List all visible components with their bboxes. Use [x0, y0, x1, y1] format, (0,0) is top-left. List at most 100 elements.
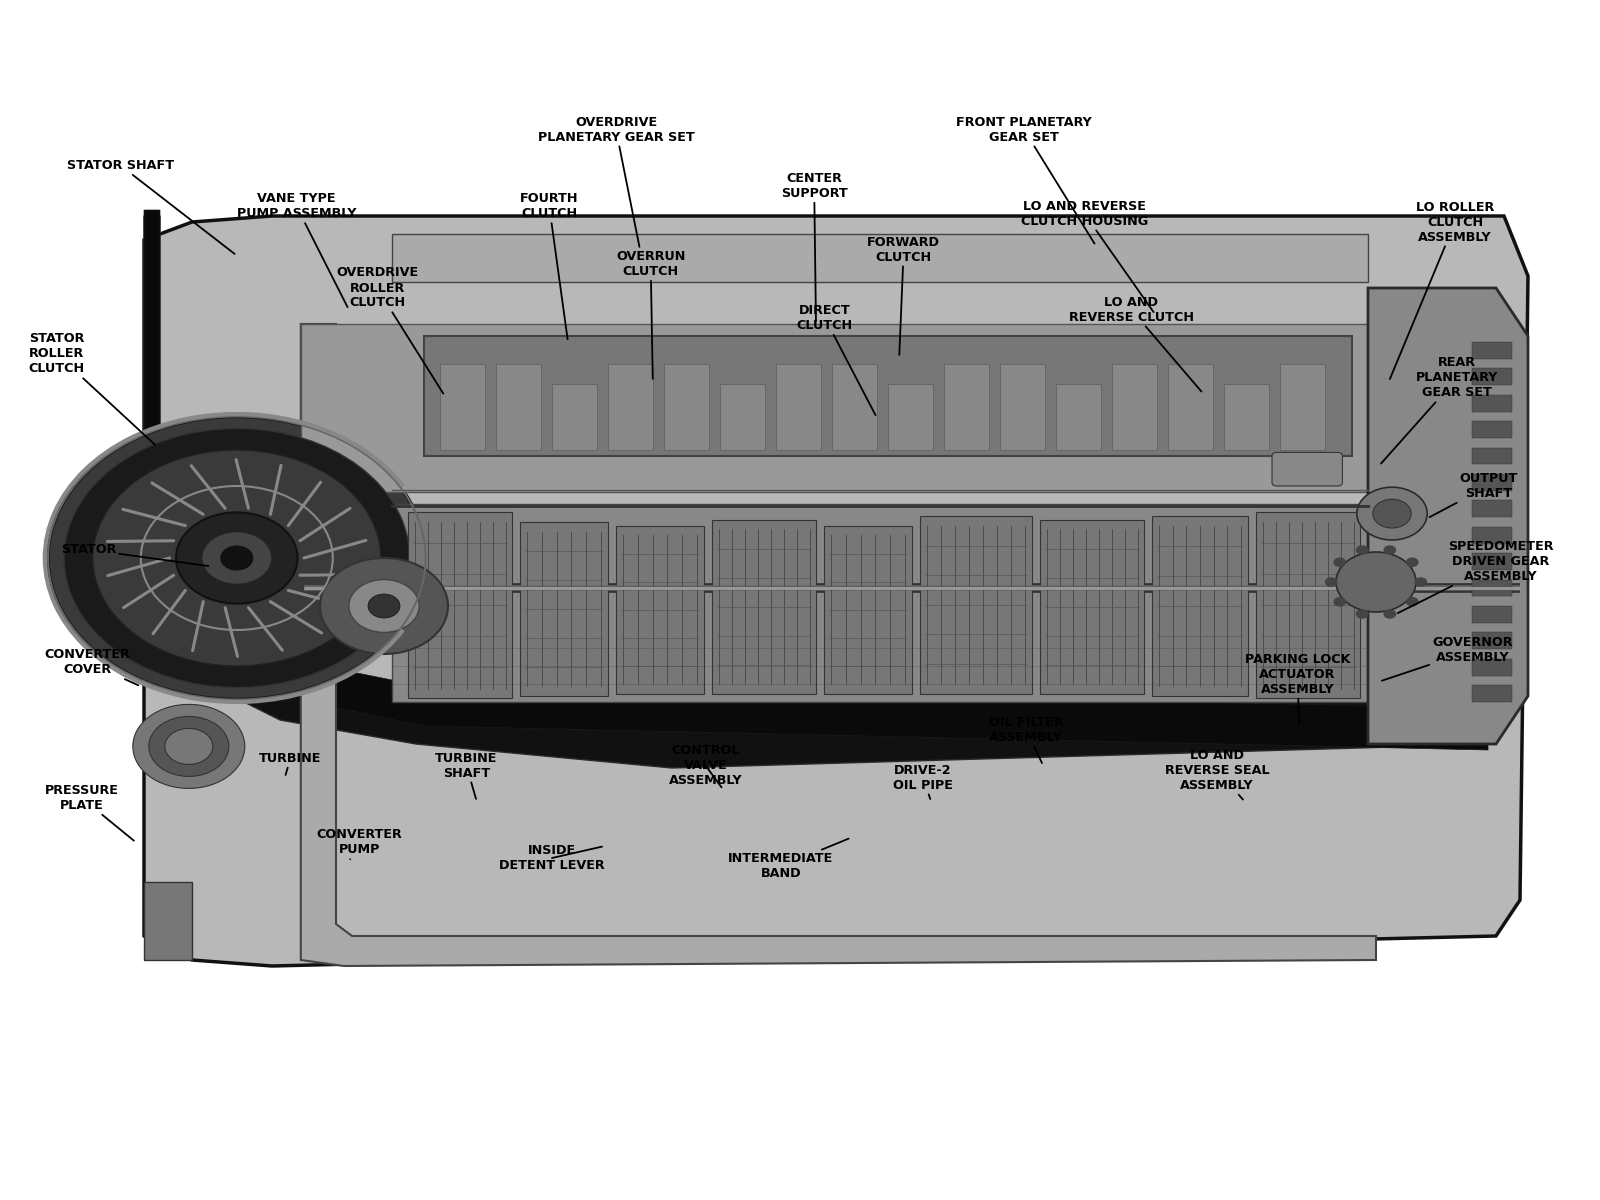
Circle shape	[349, 580, 419, 632]
Circle shape	[320, 558, 448, 654]
Bar	[520, 522, 608, 696]
Bar	[496, 364, 541, 450]
Bar	[1112, 364, 1157, 450]
Text: FOURTH
CLUTCH: FOURTH CLUTCH	[520, 192, 579, 340]
Text: REAR
PLANETARY
GEAR SET: REAR PLANETARY GEAR SET	[1381, 356, 1498, 463]
Bar	[1472, 527, 1512, 544]
FancyBboxPatch shape	[1272, 452, 1342, 486]
Polygon shape	[301, 324, 1376, 966]
Bar	[1472, 421, 1512, 438]
Bar	[1472, 395, 1512, 412]
Bar	[1472, 632, 1512, 649]
Circle shape	[176, 512, 298, 604]
Bar	[920, 516, 1032, 694]
Polygon shape	[144, 210, 1488, 750]
Circle shape	[1357, 487, 1427, 540]
Bar	[301, 324, 1421, 492]
Bar	[888, 384, 933, 450]
Bar	[720, 384, 765, 450]
Bar	[1152, 516, 1248, 696]
Text: LO AND REVERSE
CLUTCH HOUSING: LO AND REVERSE CLUTCH HOUSING	[1021, 199, 1154, 312]
Text: PARKING LOCK
ACTUATOR
ASSEMBLY: PARKING LOCK ACTUATOR ASSEMBLY	[1245, 653, 1350, 724]
Bar	[1472, 659, 1512, 676]
Bar	[1472, 368, 1512, 385]
Bar	[424, 336, 1352, 456]
Bar	[1472, 553, 1512, 570]
Text: OVERDRIVE
PLANETARY GEAR SET: OVERDRIVE PLANETARY GEAR SET	[538, 115, 694, 247]
Circle shape	[149, 716, 229, 776]
Text: LO AND
REVERSE SEAL
ASSEMBLY: LO AND REVERSE SEAL ASSEMBLY	[1165, 749, 1269, 799]
Text: DRIVE-2
OIL PIPE: DRIVE-2 OIL PIPE	[893, 763, 952, 799]
Circle shape	[133, 704, 245, 788]
Text: STATOR SHAFT: STATOR SHAFT	[67, 160, 235, 254]
Bar	[392, 504, 1424, 702]
Bar	[1256, 512, 1360, 698]
Circle shape	[1336, 552, 1416, 612]
Bar	[552, 384, 597, 450]
Bar	[712, 520, 816, 694]
Bar	[1168, 364, 1213, 450]
Circle shape	[1333, 596, 1346, 606]
Circle shape	[1355, 610, 1368, 619]
Text: SPEEDOMETER
DRIVEN GEAR
ASSEMBLY: SPEEDOMETER DRIVEN GEAR ASSEMBLY	[1398, 540, 1554, 613]
Polygon shape	[144, 216, 1528, 966]
Polygon shape	[144, 216, 1496, 768]
Text: OUTPUT
SHAFT: OUTPUT SHAFT	[1430, 472, 1517, 517]
Circle shape	[1406, 558, 1419, 568]
Bar	[1224, 384, 1269, 450]
Bar	[392, 234, 1368, 282]
Circle shape	[1373, 499, 1411, 528]
Bar	[608, 364, 653, 450]
Bar	[1472, 474, 1512, 491]
Bar	[1280, 364, 1325, 450]
Text: OVERDRIVE
ROLLER
CLUTCH: OVERDRIVE ROLLER CLUTCH	[336, 266, 443, 394]
Circle shape	[165, 728, 213, 764]
Text: DIRECT
CLUTCH: DIRECT CLUTCH	[797, 304, 875, 415]
Text: TURBINE
SHAFT: TURBINE SHAFT	[435, 751, 498, 799]
Text: GOVERNOR
ASSEMBLY: GOVERNOR ASSEMBLY	[1382, 636, 1512, 680]
Text: CONVERTER
COVER: CONVERTER COVER	[45, 648, 138, 685]
Text: FRONT PLANETARY
GEAR SET: FRONT PLANETARY GEAR SET	[957, 115, 1094, 244]
Text: PRESSURE
PLATE: PRESSURE PLATE	[45, 784, 134, 841]
Circle shape	[1384, 545, 1397, 554]
Text: INTERMEDIATE
BAND: INTERMEDIATE BAND	[728, 839, 848, 881]
Bar	[1472, 448, 1512, 464]
Bar	[440, 364, 485, 450]
Bar	[408, 512, 512, 698]
Text: STATOR
ROLLER
CLUTCH: STATOR ROLLER CLUTCH	[29, 332, 155, 444]
Text: TURBINE: TURBINE	[259, 752, 322, 775]
Circle shape	[64, 428, 410, 688]
Text: OVERRUN
CLUTCH: OVERRUN CLUTCH	[616, 250, 685, 379]
Bar	[944, 364, 989, 450]
Circle shape	[93, 450, 381, 666]
Bar	[664, 364, 709, 450]
Text: STATOR: STATOR	[61, 544, 208, 566]
Text: LO ROLLER
CLUTCH
ASSEMBLY: LO ROLLER CLUTCH ASSEMBLY	[1390, 200, 1494, 379]
Circle shape	[1355, 545, 1368, 554]
Bar	[832, 364, 877, 450]
Bar	[1472, 500, 1512, 517]
Circle shape	[221, 546, 253, 570]
Circle shape	[1406, 596, 1419, 606]
Circle shape	[1325, 577, 1338, 587]
Text: CONTROL
VALVE
ASSEMBLY: CONTROL VALVE ASSEMBLY	[669, 744, 742, 787]
Text: FORWARD
CLUTCH: FORWARD CLUTCH	[867, 235, 941, 355]
Text: CENTER
SUPPORT: CENTER SUPPORT	[781, 172, 848, 322]
Bar	[1472, 580, 1512, 596]
Bar	[616, 526, 704, 694]
Text: CONVERTER
PUMP: CONVERTER PUMP	[317, 828, 403, 859]
Text: LO AND
REVERSE CLUTCH: LO AND REVERSE CLUTCH	[1069, 295, 1202, 391]
Bar	[1056, 384, 1101, 450]
Bar	[1472, 606, 1512, 623]
Bar	[144, 882, 192, 960]
Circle shape	[1333, 558, 1346, 568]
Text: OIL FILTER
ASSEMBLY: OIL FILTER ASSEMBLY	[989, 715, 1064, 763]
Bar	[1040, 520, 1144, 694]
Circle shape	[1384, 610, 1397, 619]
Circle shape	[368, 594, 400, 618]
Polygon shape	[1368, 288, 1528, 744]
Circle shape	[48, 416, 426, 700]
Text: VANE TYPE
PUMP ASSEMBLY: VANE TYPE PUMP ASSEMBLY	[237, 192, 357, 307]
Bar	[824, 526, 912, 694]
Circle shape	[1414, 577, 1427, 587]
